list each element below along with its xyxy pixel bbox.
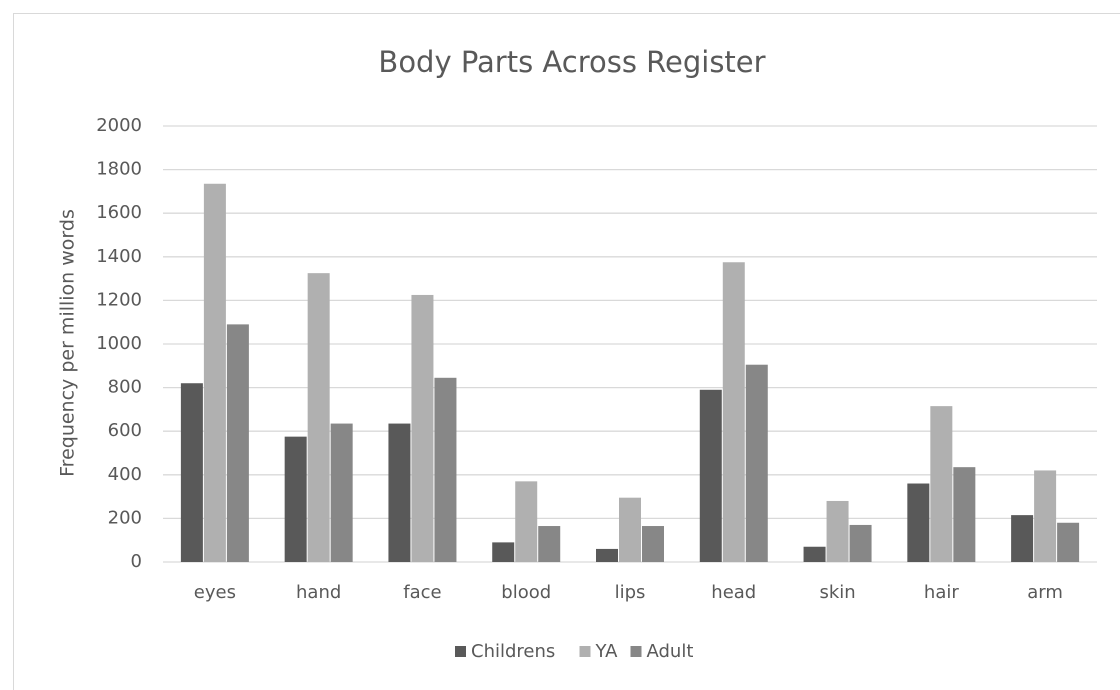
bar — [411, 294, 434, 562]
bar — [596, 548, 618, 562]
y-tick-label: 400 — [108, 464, 142, 485]
x-tick-label: hair — [924, 582, 959, 603]
bar — [722, 262, 745, 562]
bar — [619, 497, 641, 562]
bar — [699, 389, 722, 562]
bar — [226, 324, 249, 562]
x-tick-label: eyes — [194, 582, 236, 603]
bar — [388, 423, 411, 562]
bar — [826, 500, 849, 562]
x-tick-label: lips — [615, 582, 646, 603]
y-tick-label: 1600 — [96, 202, 142, 223]
y-tick-label: 1000 — [96, 333, 142, 354]
x-tick-label: head — [711, 582, 756, 603]
bar — [307, 273, 330, 562]
bar — [907, 483, 930, 562]
bar — [434, 377, 457, 562]
legend-label: Adult — [647, 641, 694, 662]
bar — [953, 467, 976, 562]
bar — [745, 364, 768, 562]
x-tick-label: face — [403, 582, 441, 603]
x-tick-label: skin — [819, 582, 855, 603]
legend-swatch — [455, 646, 466, 657]
bar — [284, 436, 307, 562]
bar — [330, 423, 353, 562]
bar — [642, 526, 664, 562]
bar — [849, 524, 872, 562]
chart-title: Body Parts Across Register — [378, 45, 765, 79]
y-tick-label: 2000 — [96, 115, 142, 136]
legend-swatch — [630, 646, 642, 657]
x-tick-label: blood — [501, 582, 551, 603]
bar — [803, 546, 826, 562]
y-tick-label: 1200 — [96, 289, 142, 310]
x-tick-label: arm — [1027, 582, 1063, 603]
bar — [930, 406, 953, 562]
bar — [203, 183, 226, 562]
y-tick-label: 0 — [131, 551, 142, 572]
bar — [492, 542, 515, 562]
bar — [515, 481, 538, 562]
legend-swatch — [579, 646, 591, 657]
legend-label: Childrens — [471, 641, 555, 662]
bar — [538, 526, 561, 562]
legend-label: YA — [595, 641, 619, 662]
x-tick-label: hand — [296, 582, 341, 603]
y-tick-label: 800 — [108, 377, 142, 398]
y-tick-label: 1800 — [96, 159, 142, 180]
bar — [1034, 470, 1057, 562]
y-tick-label: 1400 — [96, 246, 142, 267]
bar — [180, 383, 203, 562]
bar — [1011, 515, 1034, 562]
bar — [1057, 522, 1080, 562]
y-axis-title: Frequency per million words — [57, 209, 79, 477]
y-tick-label: 600 — [108, 420, 142, 441]
y-tick-label: 200 — [108, 507, 142, 528]
